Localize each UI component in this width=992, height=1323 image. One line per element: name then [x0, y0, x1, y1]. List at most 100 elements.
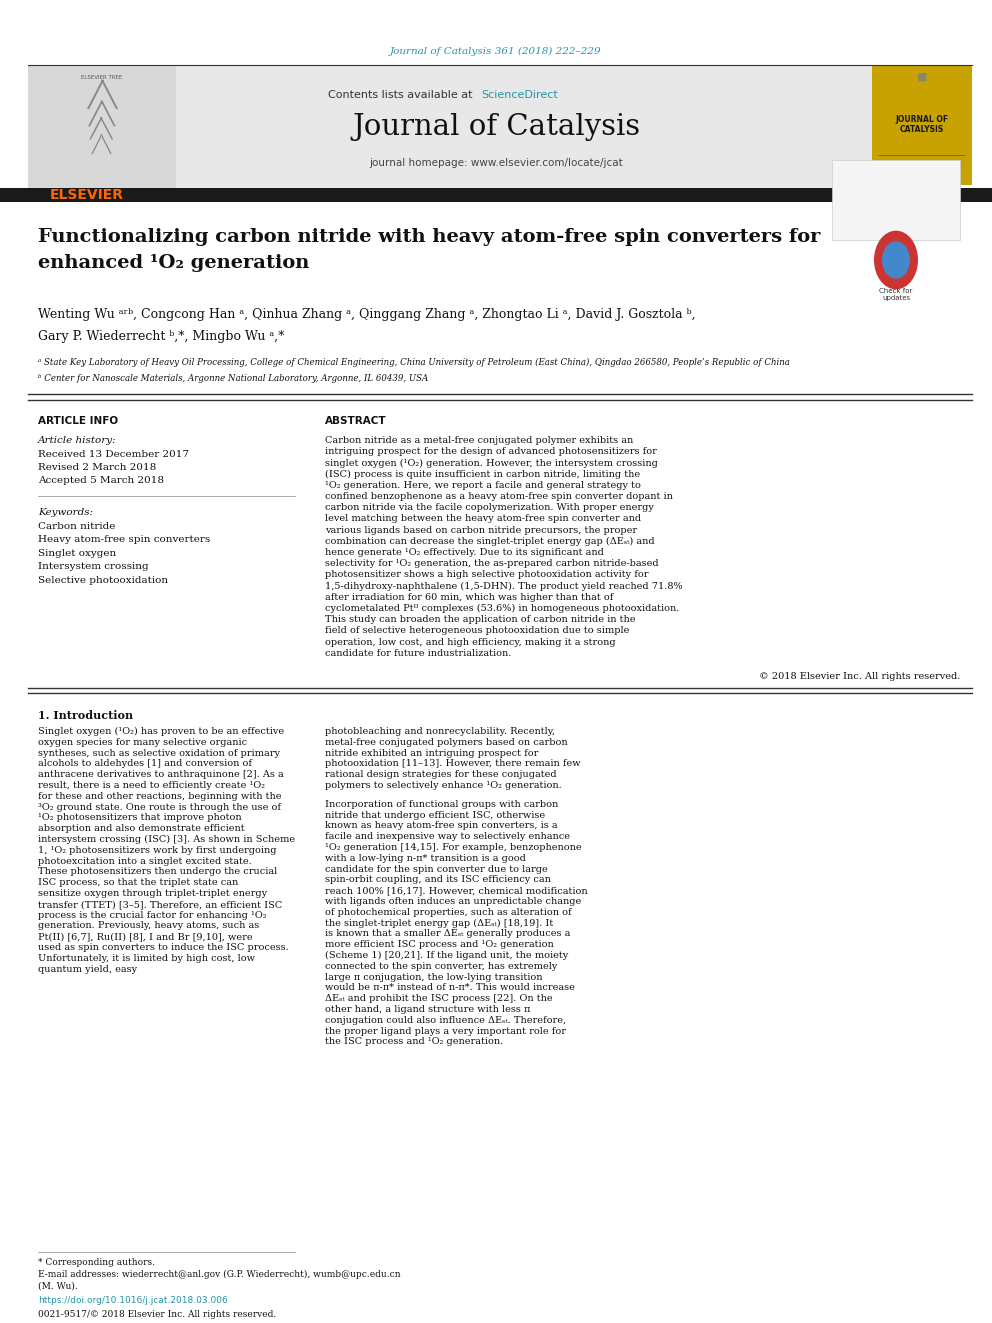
Text: Selective photooxidation: Selective photooxidation — [38, 576, 168, 585]
Text: hence generate ¹O₂ effectively. Due to its significant and: hence generate ¹O₂ effectively. Due to i… — [325, 548, 604, 557]
Text: JOURNAL OF
CATALYSIS: JOURNAL OF CATALYSIS — [896, 115, 948, 135]
Text: Intersystem crossing: Intersystem crossing — [38, 562, 149, 572]
Text: Journal of Catalysis 361 (2018) 222–229: Journal of Catalysis 361 (2018) 222–229 — [390, 48, 602, 56]
Text: spin-orbit coupling, and its ISC efficiency can: spin-orbit coupling, and its ISC efficie… — [325, 876, 551, 884]
Bar — [872, 65, 972, 185]
Text: candidate for the spin converter due to large: candidate for the spin converter due to … — [325, 865, 548, 873]
Text: Unfortunately, it is limited by high cost, low: Unfortunately, it is limited by high cos… — [38, 954, 255, 963]
Text: carbon nitride via the facile copolymerization. With proper energy: carbon nitride via the facile copolymeri… — [325, 503, 654, 512]
Text: Check for
updates: Check for updates — [879, 288, 913, 302]
Text: after irradiation for 60 min, which was higher than that of: after irradiation for 60 min, which was … — [325, 593, 613, 602]
Text: metal-free conjugated polymers based on carbon: metal-free conjugated polymers based on … — [325, 738, 567, 746]
Text: ¹O₂ photosensitizers that improve photon: ¹O₂ photosensitizers that improve photon — [38, 814, 242, 823]
Text: Article history:: Article history: — [38, 437, 117, 445]
Text: (Scheme 1) [20,21]. If the ligand unit, the moiety: (Scheme 1) [20,21]. If the ligand unit, … — [325, 951, 568, 960]
Text: Revised 2 March 2018: Revised 2 March 2018 — [38, 463, 157, 472]
Text: quantum yield, easy: quantum yield, easy — [38, 964, 137, 974]
Text: ¹O₂ generation [14,15]. For example, benzophenone: ¹O₂ generation [14,15]. For example, ben… — [325, 843, 581, 852]
Text: conjugation could also influence ΔEₛₜ. Therefore,: conjugation could also influence ΔEₛₜ. T… — [325, 1016, 566, 1025]
Text: with a low-lying n-π* transition is a good: with a low-lying n-π* transition is a go… — [325, 853, 526, 863]
Text: (M. Wu).: (M. Wu). — [38, 1282, 77, 1291]
Text: facile and inexpensive way to selectively enhance: facile and inexpensive way to selectivel… — [325, 832, 570, 841]
Bar — [28, 65, 872, 188]
Text: Functionalizing carbon nitride with heavy atom-free spin converters for: Functionalizing carbon nitride with heav… — [38, 228, 820, 246]
Text: ᵇ Center for Nanoscale Materials, Argonne National Laboratory, Argonne, IL 60439: ᵇ Center for Nanoscale Materials, Argonn… — [38, 374, 429, 382]
Circle shape — [874, 230, 918, 290]
Text: known as heavy atom-free spin converters, is a: known as heavy atom-free spin converters… — [325, 822, 558, 831]
Text: ╱╲: ╱╲ — [87, 79, 117, 110]
Text: alcohols to aldehydes [1] and conversion of: alcohols to aldehydes [1] and conversion… — [38, 759, 252, 769]
Text: Singlet oxygen: Singlet oxygen — [38, 549, 116, 558]
Text: rational design strategies for these conjugated: rational design strategies for these con… — [325, 770, 557, 779]
Text: other hand, a ligand structure with less π: other hand, a ligand structure with less… — [325, 1005, 531, 1013]
Text: photosensitizer shows a high selective photooxidation activity for: photosensitizer shows a high selective p… — [325, 570, 649, 579]
Text: would be π-π* instead of n-π*. This would increase: would be π-π* instead of n-π*. This woul… — [325, 983, 575, 992]
Text: ABSTRACT: ABSTRACT — [325, 415, 387, 426]
Text: used as spin converters to induce the ISC process.: used as spin converters to induce the IS… — [38, 943, 289, 953]
Text: © 2018 Elsevier Inc. All rights reserved.: © 2018 Elsevier Inc. All rights reserved… — [759, 672, 960, 681]
Text: ELSEVIER TREE: ELSEVIER TREE — [81, 75, 123, 79]
Text: absorption and also demonstrate efficient: absorption and also demonstrate efficien… — [38, 824, 245, 833]
Bar — [832, 160, 960, 239]
Text: with ligands often induces an unpredictable change: with ligands often induces an unpredicta… — [325, 897, 581, 906]
Text: Accepted 5 March 2018: Accepted 5 March 2018 — [38, 476, 164, 486]
Text: enhanced ¹O₂ generation: enhanced ¹O₂ generation — [38, 254, 310, 273]
Text: 0021-9517/© 2018 Elsevier Inc. All rights reserved.: 0021-9517/© 2018 Elsevier Inc. All right… — [38, 1310, 276, 1319]
Text: of photochemical properties, such as alteration of: of photochemical properties, such as alt… — [325, 908, 571, 917]
Text: 1,5-dihydroxy-naphthalene (1,5-DHN). The product yield reached 71.8%: 1,5-dihydroxy-naphthalene (1,5-DHN). The… — [325, 582, 682, 591]
Text: ³O₂ ground state. One route is through the use of: ³O₂ ground state. One route is through t… — [38, 803, 281, 811]
Text: for these and other reactions, beginning with the: for these and other reactions, beginning… — [38, 791, 282, 800]
Text: Incorporation of functional groups with carbon: Incorporation of functional groups with … — [325, 800, 558, 808]
Text: These photosensitizers then undergo the crucial: These photosensitizers then undergo the … — [38, 868, 277, 876]
Text: ╱╲: ╱╲ — [88, 101, 115, 126]
Text: ΔEₛₜ and prohibit the ISC process [22]. On the: ΔEₛₜ and prohibit the ISC process [22]. … — [325, 994, 553, 1003]
Text: the ISC process and ¹O₂ generation.: the ISC process and ¹O₂ generation. — [325, 1037, 503, 1046]
Text: ARTICLE INFO: ARTICLE INFO — [38, 415, 118, 426]
Text: Heavy atom-free spin converters: Heavy atom-free spin converters — [38, 536, 210, 545]
Text: oxygen species for many selective organic: oxygen species for many selective organi… — [38, 738, 247, 746]
Text: ■: ■ — [917, 71, 928, 82]
Text: Wenting Wu ᵃʳᵇ, Congcong Han ᵃ, Qinhua Zhang ᵃ, Qinggang Zhang ᵃ, Zhongtao Li ᵃ,: Wenting Wu ᵃʳᵇ, Congcong Han ᵃ, Qinhua Z… — [38, 308, 695, 321]
Text: large π conjugation, the low-lying transition: large π conjugation, the low-lying trans… — [325, 972, 543, 982]
Text: process is the crucial factor for enhancing ¹O₂: process is the crucial factor for enhanc… — [38, 910, 267, 919]
Text: generation. Previously, heavy atoms, such as: generation. Previously, heavy atoms, suc… — [38, 921, 259, 930]
Text: Keywords:: Keywords: — [38, 508, 93, 517]
Text: intriguing prospect for the design of advanced photosensitizers for: intriguing prospect for the design of ad… — [325, 447, 657, 456]
Text: transfer (TTET) [3–5]. Therefore, an efficient ISC: transfer (TTET) [3–5]. Therefore, an eff… — [38, 900, 283, 909]
Text: operation, low cost, and high efficiency, making it a strong: operation, low cost, and high efficiency… — [325, 638, 616, 647]
Text: Carbon nitride: Carbon nitride — [38, 523, 115, 531]
Text: ᵃ State Key Laboratory of Heavy Oil Processing, College of Chemical Engineering,: ᵃ State Key Laboratory of Heavy Oil Proc… — [38, 359, 790, 366]
Text: 1. Introduction: 1. Introduction — [38, 710, 133, 721]
Text: combination can decrease the singlet-triplet energy gap (ΔEₛₜ) and: combination can decrease the singlet-tri… — [325, 537, 655, 546]
Text: singlet oxygen (¹O₂) generation. However, the intersystem crossing: singlet oxygen (¹O₂) generation. However… — [325, 458, 658, 467]
Text: Singlet oxygen (¹O₂) has proven to be an effective: Singlet oxygen (¹O₂) has proven to be an… — [38, 728, 284, 736]
Text: various ligands based on carbon nitride precursors, the proper: various ligands based on carbon nitride … — [325, 525, 637, 534]
Text: nitride that undergo efficient ISC, otherwise: nitride that undergo efficient ISC, othe… — [325, 811, 546, 820]
Text: * Corresponding authors.: * Corresponding authors. — [38, 1258, 155, 1267]
Text: ISC process, so that the triplet state can: ISC process, so that the triplet state c… — [38, 878, 238, 888]
Text: https://doi.org/10.1016/j.jcat.2018.03.006: https://doi.org/10.1016/j.jcat.2018.03.0… — [38, 1297, 228, 1304]
Text: ╱╲: ╱╲ — [90, 118, 114, 140]
Text: ¹O₂ generation. Here, we report a facile and general strategy to: ¹O₂ generation. Here, we report a facile… — [325, 480, 641, 490]
Text: ELSEVIER: ELSEVIER — [50, 188, 124, 202]
Text: Journal of Catalysis: Journal of Catalysis — [352, 112, 640, 142]
Bar — [0, 188, 992, 202]
Text: Carbon nitride as a metal-free conjugated polymer exhibits an: Carbon nitride as a metal-free conjugate… — [325, 437, 633, 445]
Text: sensitize oxygen through triplet-triplet energy: sensitize oxygen through triplet-triplet… — [38, 889, 267, 898]
Text: intersystem crossing (ISC) [3]. As shown in Scheme: intersystem crossing (ISC) [3]. As shown… — [38, 835, 296, 844]
Text: field of selective heterogeneous photooxidation due to simple: field of selective heterogeneous photoox… — [325, 626, 629, 635]
Text: selectivity for ¹O₂ generation, the as-prepared carbon nitride-based: selectivity for ¹O₂ generation, the as-p… — [325, 560, 659, 568]
Text: anthracene derivatives to anthraquinone [2]. As a: anthracene derivatives to anthraquinone … — [38, 770, 284, 779]
Text: Contents lists available at: Contents lists available at — [328, 90, 476, 101]
Text: Gary P. Wiederrecht ᵇ,*, Mingbo Wu ᵃ,*: Gary P. Wiederrecht ᵇ,*, Mingbo Wu ᵃ,* — [38, 329, 285, 343]
Text: E-mail addresses: wiederrecht@anl.gov (G.P. Wiederrecht), wumb@upc.edu.cn: E-mail addresses: wiederrecht@anl.gov (G… — [38, 1270, 401, 1279]
Text: the singlet-triplet energy gap (ΔEₛₜ) [18,19]. It: the singlet-triplet energy gap (ΔEₛₜ) [1… — [325, 918, 554, 927]
Text: This study can broaden the application of carbon nitride in the: This study can broaden the application o… — [325, 615, 636, 624]
Text: Received 13 December 2017: Received 13 December 2017 — [38, 450, 189, 459]
Text: polymers to selectively enhance ¹O₂ generation.: polymers to selectively enhance ¹O₂ gene… — [325, 781, 561, 790]
Text: ╱╲: ╱╲ — [92, 134, 112, 153]
Text: candidate for future industrialization.: candidate for future industrialization. — [325, 648, 511, 658]
Circle shape — [882, 241, 910, 279]
Text: nitride exhibited an intriguing prospect for: nitride exhibited an intriguing prospect… — [325, 749, 539, 758]
Bar — [28, 65, 176, 188]
